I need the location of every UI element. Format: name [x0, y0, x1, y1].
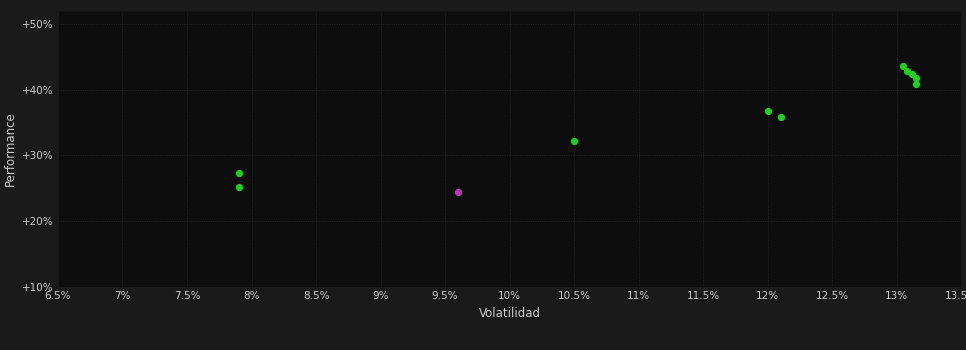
Y-axis label: Performance: Performance [4, 111, 16, 186]
Point [760, 108, 776, 113]
Point [231, 170, 246, 176]
Point [908, 75, 923, 80]
Point [231, 184, 246, 190]
Point [895, 64, 911, 69]
Point [566, 138, 582, 144]
Point [904, 71, 920, 77]
Point [773, 114, 788, 120]
Point [450, 189, 466, 194]
Point [899, 68, 915, 74]
Point [908, 82, 923, 87]
X-axis label: Volatilidad: Volatilidad [478, 307, 541, 320]
